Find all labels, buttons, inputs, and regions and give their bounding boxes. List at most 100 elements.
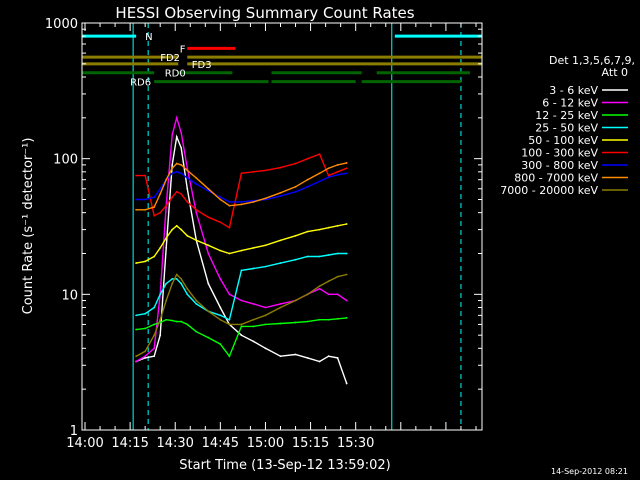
series-8-point-8 [180,163,183,166]
series-6-point-12 [219,221,222,224]
series-3-point-7 [175,320,178,323]
series-7-point-19 [306,185,309,188]
series-5-point-18 [294,234,297,237]
series-7-point-13 [228,201,231,203]
series-6-point-8 [180,192,183,195]
series-3-point-15 [252,325,255,328]
series-7-point-17 [279,195,282,197]
series-8-point-10 [195,177,198,179]
series-9-point-1 [135,355,138,358]
series-4-point-10 [195,303,198,305]
series-5-point-22 [336,224,339,227]
series-9-point-3 [153,334,156,337]
series-2-point-13 [228,293,231,296]
series-6-point-3 [153,214,156,217]
series-5-point-17 [279,239,282,242]
series-9-point-20 [318,285,321,287]
series-3-point-17 [279,322,282,325]
series-9-point-15 [252,318,255,321]
series-3-point-2 [144,327,147,330]
series-6-point-1 [135,174,138,177]
series-8-point-21 [327,167,330,170]
series-7-point-9 [186,177,189,179]
series-7-point-1 [135,198,138,201]
legend-title: Det 1,3,5,6,7,9, [549,54,635,67]
series-7-point-11 [207,189,210,192]
series-5-point-13 [228,252,231,255]
series-9-point-18 [294,299,297,302]
series-4-point-21 [327,254,330,256]
series-1-point-14 [240,334,243,337]
series-line-4 [135,252,347,321]
y-tick-label-100: 100 [53,153,78,168]
series-7-point-14 [240,201,243,203]
series-9-point-17 [279,306,282,309]
timestamp: 14-Sep-2012 08:21 [551,467,628,476]
series-2-point-11 [207,252,210,255]
series-9-point-23 [345,273,348,276]
series-1-point-3 [153,355,156,358]
series-8-point-6 [171,167,174,170]
series-5-point-11 [207,244,210,247]
series-8-point-18 [294,185,297,188]
series-2-point-7 [175,116,178,119]
series-9-point-21 [327,280,330,283]
series-6-point-5 [165,204,168,207]
series-7-point-6 [171,172,174,175]
series-8-point-20 [318,172,321,175]
series-4-point-9 [186,293,189,296]
series-9-point-6 [171,282,174,285]
legend-label-1: 3 - 6 keV [549,84,598,97]
series-9-point-12 [219,318,222,321]
series-3-point-23 [345,317,348,319]
series-7-point-21 [327,176,330,179]
series-8-point-9 [186,169,189,172]
series-6-point-19 [306,157,309,160]
legend-subtitle: Att 0 [602,66,628,79]
x-tick-label-1500: 15:00 [247,436,284,451]
series-9-point-22 [336,275,339,278]
series-4-point-22 [336,252,339,255]
series-3-point-11 [207,336,210,339]
series-2-point-2 [144,355,147,358]
legend-label-8: 800 - 7000 keV [514,172,598,185]
flag-label-rd0: RD0 [165,69,186,80]
series-1-point-4 [159,334,162,337]
series-1-point-2 [144,356,147,359]
series-6-point-16 [264,169,267,172]
series-6-point-23 [345,167,348,170]
series-4-point-18 [294,258,297,261]
series-2-point-10 [195,211,198,214]
series-3-point-5 [165,318,168,321]
series-3-point-14 [240,325,243,328]
series-9-point-19 [306,293,309,296]
series-4-point-15 [252,267,255,270]
series-9-point-8 [180,277,183,280]
series-4-point-16 [264,265,267,268]
series-7-point-8 [180,172,183,175]
series-1-point-23 [345,382,348,385]
series-5-point-2 [144,260,147,263]
series-9-point-4 [159,318,162,321]
y-tick-label-1: 1 [70,424,78,439]
x-tick-label-1430: 14:30 [156,436,193,451]
series-2-point-3 [153,347,156,350]
series-4-point-2 [144,312,147,315]
series-5-point-4 [159,246,162,249]
series-6-point-6 [171,196,174,199]
series-9-point-10 [195,299,198,302]
series-2-point-17 [279,303,282,305]
series-3-point-20 [318,318,321,321]
series-9-point-9 [186,287,189,290]
series-2-point-21 [327,293,330,296]
series-4-point-7 [175,277,178,280]
series-3-point-12 [219,343,222,345]
series-1-point-17 [279,355,282,358]
series-4-point-5 [165,282,168,285]
series-2-point-23 [345,299,348,302]
series-6-point-9 [186,201,189,203]
series-5-point-14 [240,249,243,252]
series-line-9 [135,273,347,357]
series-8-point-12 [219,198,222,201]
